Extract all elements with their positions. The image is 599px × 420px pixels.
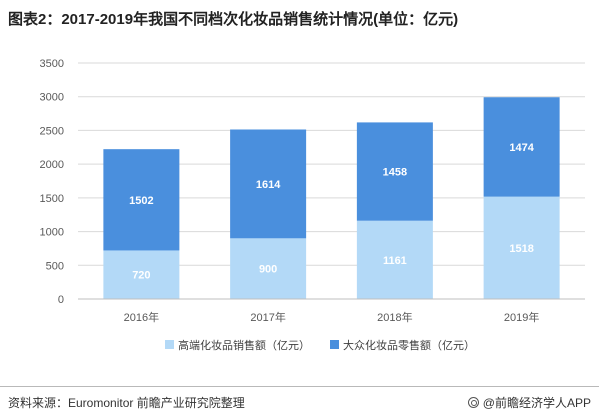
mass-bar xyxy=(103,149,180,251)
y-tick-label: 3000 xyxy=(40,92,64,104)
y-tick-label: 1000 xyxy=(40,227,64,239)
high-end-bar xyxy=(230,238,307,299)
footer-divider xyxy=(0,386,599,387)
stacked-bar-chart: 720 1502 900 1614 1161 1458 1518 1474 0 500 1000 1… xyxy=(40,58,585,352)
data-label: 1614 xyxy=(256,179,281,191)
high-end-bar xyxy=(356,220,433,299)
data-label: 900 xyxy=(259,264,277,276)
legend-label: 高端化妆品销售额（亿元） xyxy=(178,338,310,352)
mass-bar xyxy=(230,129,307,239)
data-label: 720 xyxy=(132,270,150,282)
data-label: 1474 xyxy=(509,142,534,154)
speech-bubble-icon xyxy=(467,397,479,408)
data-label: 1161 xyxy=(383,255,407,267)
x-tick-label: 2019年 xyxy=(504,310,539,324)
y-tick-label: 2000 xyxy=(40,159,64,171)
y-tick-label: 2500 xyxy=(40,125,64,137)
legend-swatch xyxy=(165,340,174,349)
source-note: 资料来源：Euromonitor 前瞻产业研究院整理 xyxy=(8,396,245,410)
legend-label: 大众化妆品零售额（亿元） xyxy=(343,338,475,352)
brand-text: @前瞻经济学人APP xyxy=(482,396,591,410)
y-tick-label: 0 xyxy=(58,294,64,306)
y-tick-label: 500 xyxy=(46,260,64,272)
legend-swatch xyxy=(330,340,339,349)
y-tick-label: 3500 xyxy=(40,58,64,70)
high-end-bar xyxy=(103,250,180,299)
data-label: 1502 xyxy=(129,195,153,207)
data-label: 1518 xyxy=(509,243,533,255)
x-tick-label: 2017年 xyxy=(250,310,285,324)
brand-credit: @前瞻经济学人APP xyxy=(467,394,591,411)
high-end-bar xyxy=(483,196,560,299)
x-tick-label: 2018年 xyxy=(377,310,412,324)
chart-title: 图表2：2017-2019年我国不同档次化妆品销售统计情况(单位：亿元) xyxy=(8,11,459,28)
x-tick-label: 2016年 xyxy=(124,310,159,324)
mass-bar xyxy=(356,122,433,221)
mass-bar xyxy=(483,97,560,197)
y-tick-label: 1500 xyxy=(40,193,64,205)
data-label: 1458 xyxy=(383,167,407,179)
